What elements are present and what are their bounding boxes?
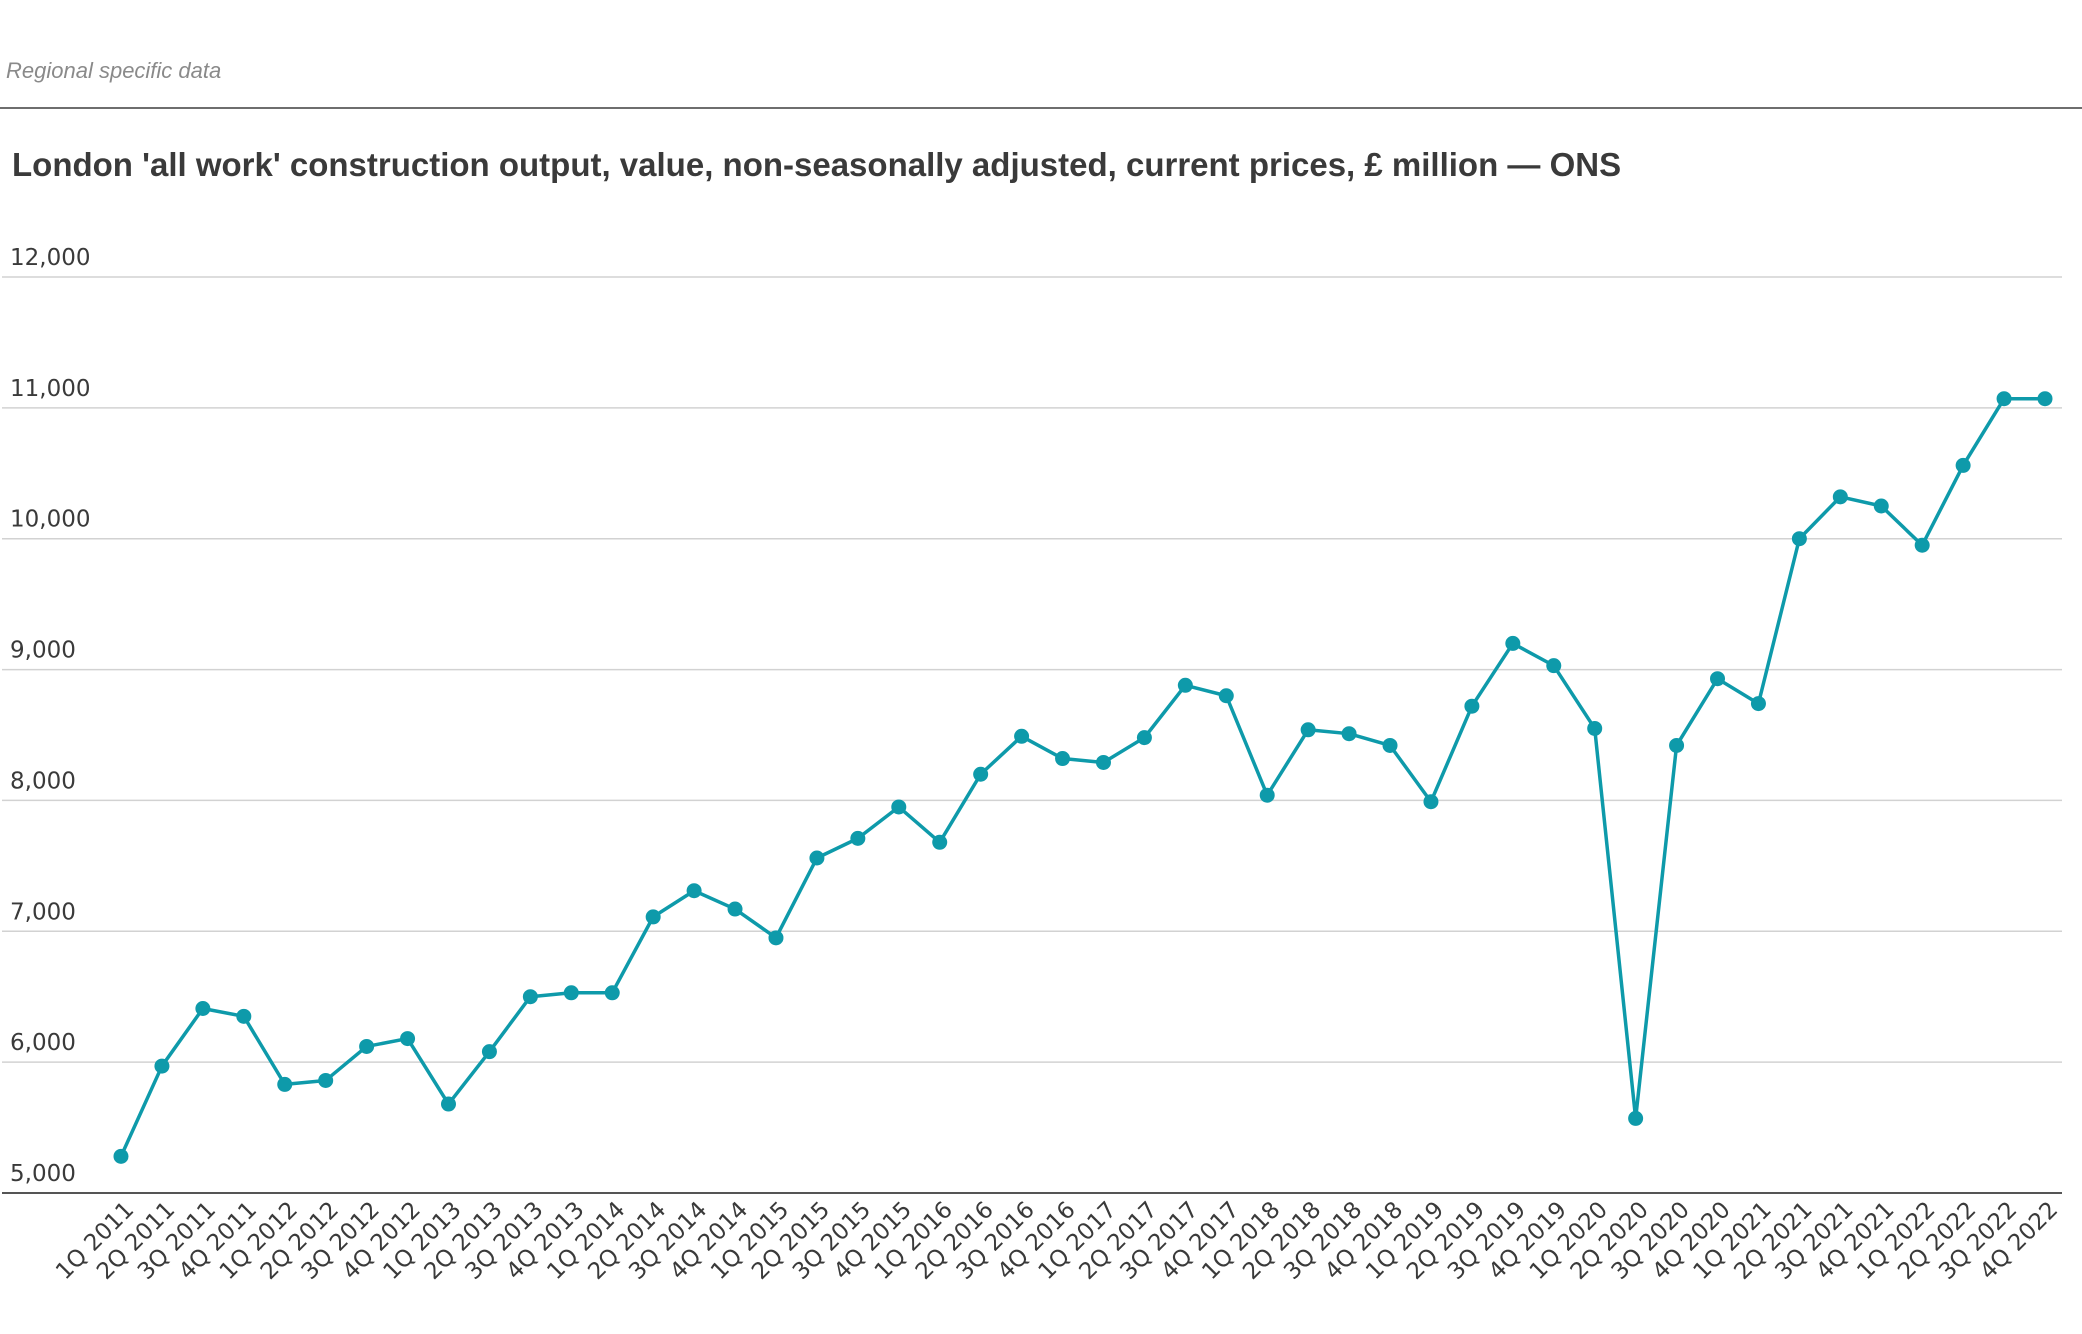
data-point bbox=[1955, 457, 1971, 473]
data-point bbox=[359, 1038, 375, 1054]
data-point bbox=[1423, 794, 1439, 810]
data-point bbox=[1587, 720, 1603, 736]
data-point bbox=[1341, 726, 1357, 742]
data-point bbox=[1750, 696, 1766, 712]
data-point bbox=[113, 1148, 129, 1164]
data-point bbox=[1300, 722, 1316, 738]
data-point bbox=[768, 930, 784, 946]
data-point bbox=[1873, 498, 1889, 514]
data-point bbox=[850, 830, 866, 846]
data-point bbox=[2037, 391, 2053, 407]
section-label: Regional specific data bbox=[6, 58, 222, 83]
data-point bbox=[686, 883, 702, 899]
data-point bbox=[1832, 489, 1848, 505]
y-tick-label: 8,000 bbox=[10, 768, 76, 794]
data-point bbox=[1505, 635, 1521, 651]
data-point bbox=[318, 1072, 334, 1088]
series-line bbox=[119, 396, 2045, 1158]
y-tick-label: 5,000 bbox=[10, 1161, 76, 1187]
data-point bbox=[277, 1076, 293, 1092]
data-point bbox=[440, 1096, 456, 1112]
data-point bbox=[1014, 728, 1030, 744]
data-point bbox=[563, 985, 579, 1001]
data-point bbox=[1791, 531, 1807, 547]
data-point bbox=[727, 901, 743, 917]
data-point bbox=[1464, 698, 1480, 714]
data-point bbox=[645, 909, 661, 925]
data-point bbox=[1259, 787, 1275, 803]
data-point bbox=[1628, 1110, 1644, 1126]
y-tick-label: 11,000 bbox=[10, 376, 90, 402]
data-point bbox=[1996, 391, 2012, 407]
y-tick-label: 6,000 bbox=[10, 1030, 76, 1056]
data-point bbox=[1669, 737, 1685, 753]
header-divider bbox=[0, 107, 2082, 109]
data-point bbox=[604, 985, 620, 1001]
y-tick-label: 10,000 bbox=[10, 507, 90, 533]
data-point bbox=[195, 1000, 211, 1016]
y-axis-tick-labels: 5,000 6,000 7,000 8,000 9,000 10,000 11,000 12,… bbox=[10, 245, 90, 1187]
data-point bbox=[236, 1008, 252, 1024]
gridlines bbox=[2, 276, 2062, 1194]
y-tick-label: 12,000 bbox=[10, 245, 90, 271]
data-point bbox=[1914, 537, 1930, 553]
y-tick-label: 9,000 bbox=[10, 638, 76, 664]
data-point bbox=[973, 766, 989, 782]
data-point bbox=[522, 989, 538, 1005]
y-tick-label: 7,000 bbox=[10, 899, 76, 925]
data-point bbox=[1136, 730, 1152, 746]
data-point bbox=[891, 799, 907, 815]
data-point bbox=[1710, 671, 1726, 687]
data-point bbox=[932, 834, 948, 850]
data-point bbox=[1218, 688, 1234, 704]
data-point bbox=[154, 1058, 170, 1074]
data-point bbox=[481, 1044, 497, 1060]
chart-title: London 'all work' construction output, v… bbox=[12, 146, 1622, 183]
data-point bbox=[1095, 754, 1111, 770]
series-construction-output bbox=[113, 391, 2053, 1164]
data-point bbox=[809, 850, 825, 866]
data-point bbox=[1177, 677, 1193, 693]
data-point bbox=[1382, 737, 1398, 753]
data-point bbox=[400, 1031, 416, 1047]
data-point bbox=[1546, 658, 1562, 674]
data-point bbox=[1055, 751, 1071, 767]
